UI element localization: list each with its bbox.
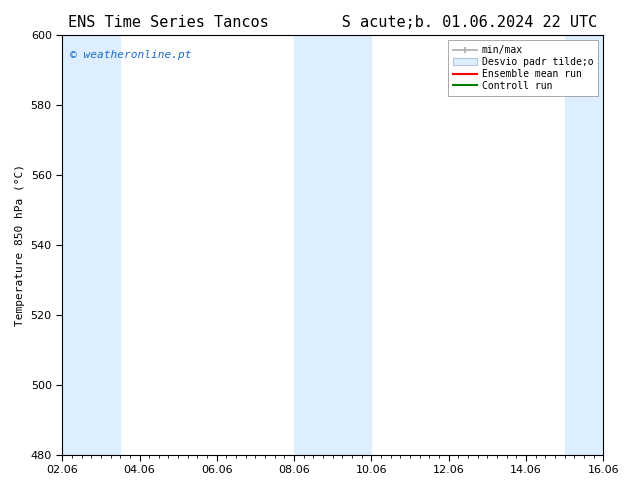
Legend: min/max, Desvio padr tilde;o, Ensemble mean run, Controll run: min/max, Desvio padr tilde;o, Ensemble m… xyxy=(448,40,598,96)
Bar xyxy=(62,35,120,455)
Y-axis label: Temperature 850 hPa (°C): Temperature 850 hPa (°C) xyxy=(15,164,25,326)
Bar xyxy=(564,35,603,455)
Bar xyxy=(294,35,372,455)
Text: © weatheronline.pt: © weatheronline.pt xyxy=(70,50,192,60)
Title: ENS Time Series Tancos        S acute;b. 01.06.2024 22 UTC: ENS Time Series Tancos S acute;b. 01.06.… xyxy=(68,15,597,30)
